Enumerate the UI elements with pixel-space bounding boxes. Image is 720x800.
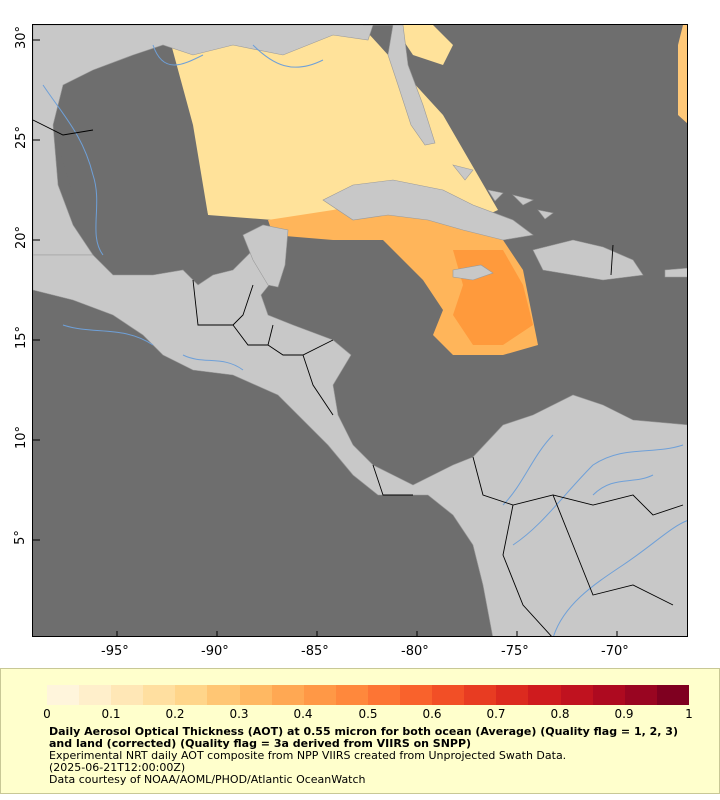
colorbar-swatch — [207, 685, 240, 705]
colorbar-swatch — [367, 685, 401, 705]
xtick-75: -75° — [501, 644, 529, 659]
colorbar — [47, 685, 689, 705]
cbar-tick-0.7: 0.7 — [486, 707, 506, 721]
graticule-ticks — [33, 39, 618, 636]
colorbar-swatch — [560, 685, 593, 705]
colorbar-swatch — [400, 685, 433, 705]
caption-line2: Experimental NRT daily AOT composite fro… — [49, 749, 567, 762]
cbar-tick-0.4: 0.4 — [293, 707, 313, 721]
ytick-30: 30° — [14, 25, 30, 50]
colorbar-swatch — [592, 685, 625, 705]
cbar-tick-0.6: 0.6 — [422, 707, 442, 721]
cbar-tick-0.8: 0.8 — [550, 707, 570, 721]
cbar-tick-0.2: 0.2 — [165, 707, 185, 721]
cbar-tick-0.3: 0.3 — [229, 707, 249, 721]
cbar-tick-0.1: 0.1 — [101, 707, 121, 721]
xtick-85: -85° — [301, 644, 329, 659]
colorbar-swatch — [239, 685, 272, 705]
rivers — [42, 44, 687, 636]
colorbar-swatch — [528, 685, 561, 705]
colorbar-swatch — [303, 685, 336, 705]
ytick-15: 15° — [14, 325, 30, 350]
cbar-tick-0.5: 0.5 — [358, 707, 378, 721]
caption-line4: Data courtesy of NOAA/AOML/PHOD/Atlantic… — [49, 773, 366, 786]
xtick-70: -70° — [601, 644, 629, 659]
colorbar-swatch — [47, 685, 80, 705]
legend-title: Daily Aerosol Optical Thickness (AOT) at… — [49, 725, 678, 750]
colorbar-swatch — [335, 685, 368, 705]
colorbar-swatch — [624, 685, 657, 705]
colorbar-swatch — [175, 685, 208, 705]
gulf-ocean — [61, 47, 263, 285]
caption-line3: (2025-06-21T12:00:00Z) — [49, 761, 186, 774]
caption: Daily Aerosol Optical Thickness (AOT) at… — [49, 726, 689, 786]
aot-map — [32, 24, 688, 637]
colorbar-swatch — [496, 685, 529, 705]
colorbar-swatch — [271, 685, 304, 705]
colorbar-swatch — [111, 685, 144, 705]
ytick-25: 25° — [14, 125, 30, 150]
colorbar-swatch — [656, 685, 689, 705]
colorbar-swatch — [464, 685, 497, 705]
ytick-10: 10° — [14, 425, 30, 450]
xtick-95: -95° — [101, 644, 129, 659]
colorbar-swatch — [79, 685, 112, 705]
cbar-tick-0: 0 — [43, 707, 51, 721]
colorbar-swatch — [432, 685, 465, 705]
ytick-20: 20° — [14, 225, 30, 250]
xtick-90: -90° — [201, 644, 229, 659]
cbar-tick-1: 1 — [685, 707, 693, 721]
borders — [33, 119, 684, 636]
legend-panel: 0 0.1 0.2 0.3 0.4 0.5 0.6 0.7 0.8 0.9 1 … — [0, 668, 720, 794]
xtick-80: -80° — [401, 644, 429, 659]
map-canvas — [33, 25, 687, 636]
colorbar-swatch — [143, 685, 176, 705]
ytick-5: 5° — [12, 530, 28, 545]
cbar-tick-0.9: 0.9 — [614, 707, 634, 721]
